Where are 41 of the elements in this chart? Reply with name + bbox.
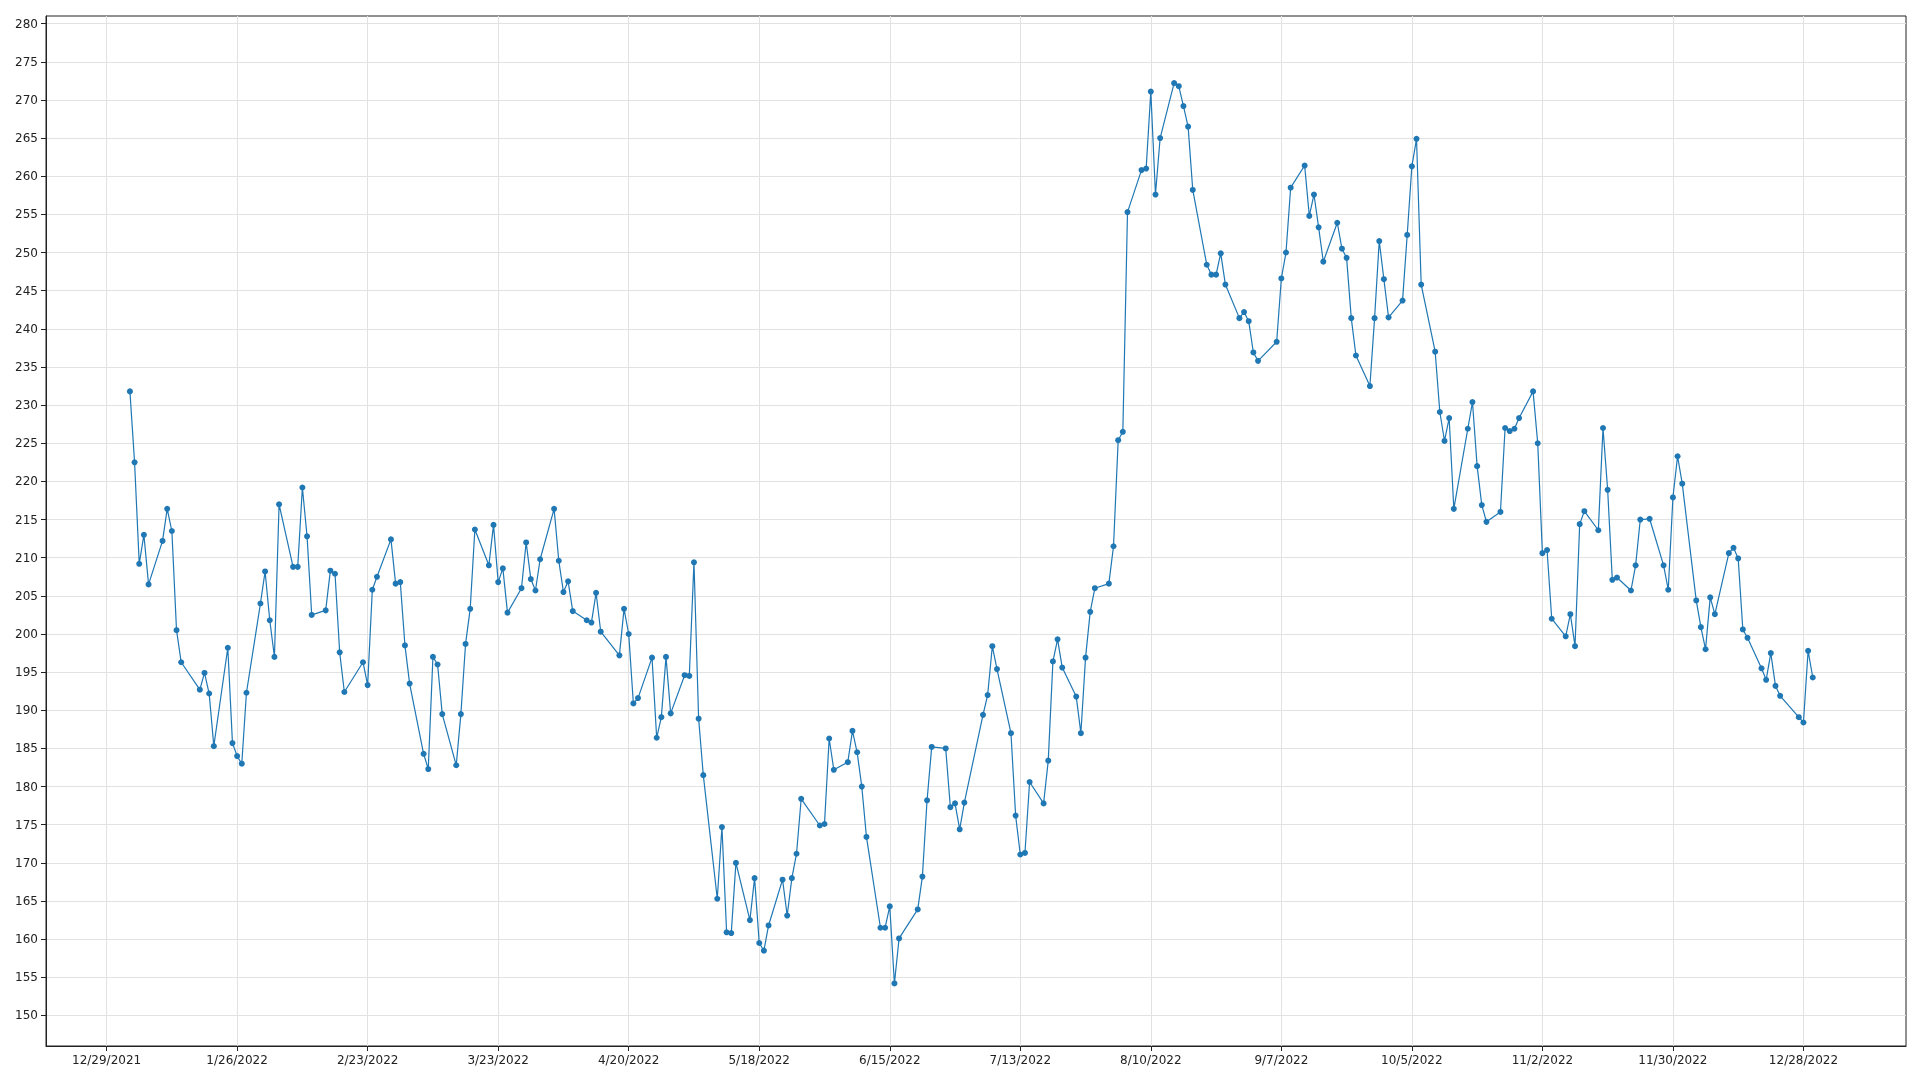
y-tick-label: 190 [15,703,38,718]
y-tick-label: 205 [15,588,38,603]
x-tick-label: 6/15/2022 [858,1053,921,1067]
x-tick-label: 8/10/2022 [1120,1053,1182,1067]
x-tick-label: 5/18/2022 [728,1053,790,1067]
y-tick-label: 180 [15,779,38,794]
x-tick-label: 11/30/2022 [1638,1053,1708,1067]
x-tick-label: 12/28/2022 [1768,1053,1839,1067]
y-tick-label: 170 [15,855,38,870]
x-tick-label: 7/13/2022 [989,1053,1052,1067]
y-tick-label: 245 [15,283,38,298]
y-tick-label: 155 [15,970,38,985]
x-tick-label: 11/2/2022 [1511,1053,1574,1067]
x-tick-label: 12/29/2021 [72,1053,142,1067]
y-tick-label: 280 [15,16,38,31]
y-tick-label: 225 [15,436,38,451]
y-tick-label: 195 [15,665,38,680]
x-tick-label: 10/5/2022 [1381,1053,1443,1067]
y-tick-label: 270 [15,92,38,107]
y-tick-label: 255 [15,207,38,222]
y-tick-label: 240 [15,321,38,336]
x-tick-label: 9/7/2022 [1254,1053,1309,1067]
y-tick-label: 250 [15,245,38,260]
y-tick-label: 230 [15,398,38,413]
y-tick-label: 175 [15,817,38,832]
x-tick-label: 4/20/2022 [597,1053,660,1067]
x-tick-label: 2/23/2022 [336,1053,399,1067]
y-tick-label: 265 [15,131,38,146]
y-tick-label: 185 [15,741,38,756]
x-tick-label: 1/26/2022 [206,1053,268,1067]
y-tick-label: 260 [15,169,38,184]
y-tick-label: 165 [15,894,38,909]
y-tick-label: 215 [15,512,38,527]
y-tick-label: 220 [15,474,38,489]
y-tick-label: 275 [15,54,38,69]
x-tick-label: 3/23/2022 [467,1053,529,1067]
y-tick-label: 210 [15,550,38,565]
y-tick-label: 200 [15,627,38,641]
y-tick-label: 150 [15,1008,38,1023]
y-tick-label: 160 [15,932,38,947]
y-tick-label: 235 [15,359,38,374]
